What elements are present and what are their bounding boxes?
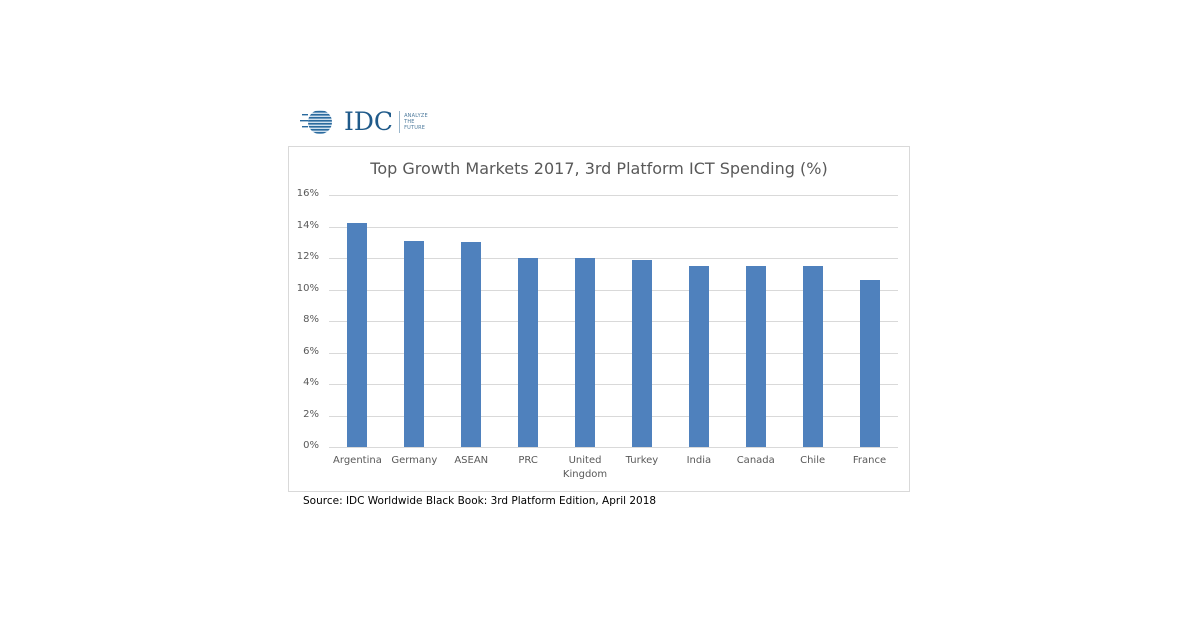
x-tick-label: Turkey xyxy=(625,455,659,466)
gridline xyxy=(329,289,898,291)
idc-logo: IDC ANALYZE THE FUTURE xyxy=(300,108,434,136)
source-note: Source: IDC Worldwide Black Book: 3rd Pl… xyxy=(303,495,657,507)
tagline-line: FUTURE xyxy=(404,125,426,131)
logo-tagline: ANALYZE THE FUTURE xyxy=(404,113,434,131)
y-tick-label: 10% xyxy=(296,282,319,294)
plot-area: 0% 2% 4% 6% 8% 10% 12% 14% 16% Argentina Germany AS… xyxy=(297,188,898,480)
x-tick-label: Canada xyxy=(736,455,775,466)
y-tick-label: 2% xyxy=(303,408,319,420)
bar-chile xyxy=(802,265,823,447)
x-tick-label: Germany xyxy=(391,455,438,466)
bar-india xyxy=(688,265,709,447)
gridline xyxy=(329,321,898,322)
y-tick-label: 6% xyxy=(303,345,319,357)
x-tick-label: Argentina xyxy=(333,455,382,466)
x-tick-label: Chile xyxy=(800,455,826,466)
chart-title: Top Growth Markets 2017, 3rd Platform IC… xyxy=(370,159,828,178)
bar-france xyxy=(859,280,880,447)
gridline xyxy=(329,415,898,417)
bar-argentina xyxy=(347,223,368,447)
x-tick-label: France xyxy=(852,455,887,466)
gridline xyxy=(329,447,898,448)
gridline xyxy=(329,258,898,259)
y-tick-label: 12% xyxy=(296,251,319,262)
y-tick-label: 4% xyxy=(303,377,319,388)
x-tick-label: ASEAN xyxy=(454,455,489,466)
logo-brand: IDC xyxy=(344,107,394,136)
bar-turkey xyxy=(631,259,652,447)
chart-container: Top Growth Markets 2017, 3rd Platform IC… xyxy=(288,146,910,492)
x-tick-label: PRC xyxy=(518,455,538,466)
x-tick-label: India xyxy=(686,455,712,466)
gridline xyxy=(329,384,898,385)
x-tick-label: United Kingdom xyxy=(562,455,608,480)
logo-divider xyxy=(399,111,401,133)
bar-asean xyxy=(461,242,482,447)
bar-united-kingdom xyxy=(575,258,596,447)
gridline xyxy=(329,226,898,228)
y-tick-label: 0% xyxy=(303,440,319,451)
y-tick-label: 14% xyxy=(296,219,319,231)
globe-icon xyxy=(300,109,340,135)
y-tick-label: 8% xyxy=(303,314,319,325)
y-tick-label: 16% xyxy=(296,188,319,199)
bar-prc xyxy=(518,258,539,447)
tagline-line: ANALYZE xyxy=(404,113,428,119)
bar-germany xyxy=(404,240,425,447)
gridline xyxy=(329,352,898,354)
tagline-line: THE xyxy=(404,119,415,125)
gridline xyxy=(329,195,898,196)
bar-canada xyxy=(745,265,766,447)
